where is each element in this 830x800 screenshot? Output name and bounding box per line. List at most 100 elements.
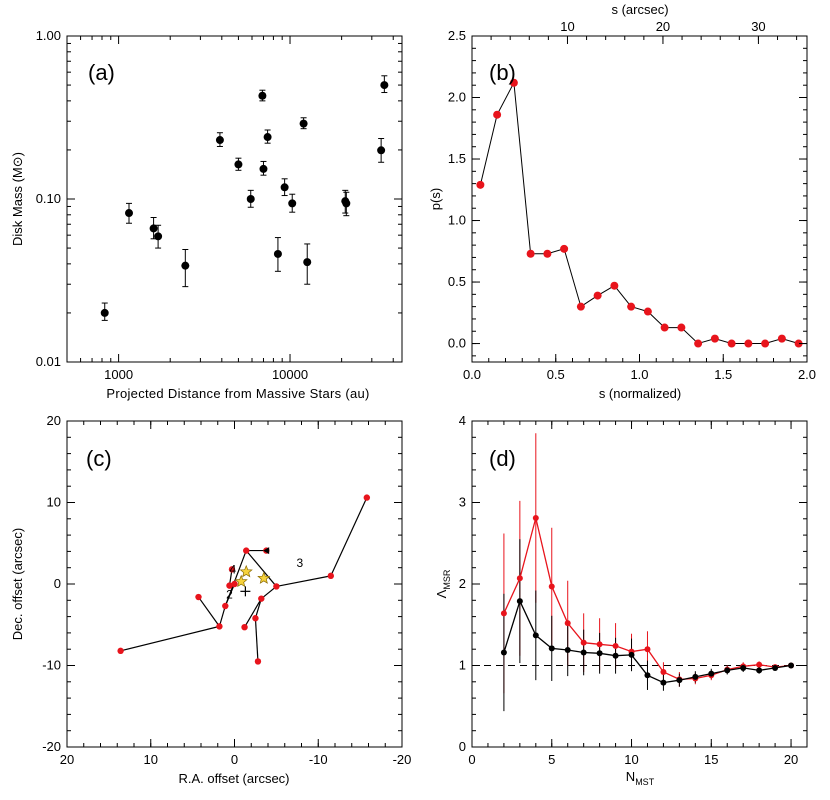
y-tick-label: 0.10 (36, 191, 61, 206)
data-point (259, 164, 268, 173)
group-annotation: 4 (229, 562, 236, 576)
mst-edge (276, 575, 331, 588)
x-tick-label: 1000 (104, 367, 133, 382)
black-data-point (596, 650, 603, 657)
data-point (677, 323, 686, 332)
mst-edge (120, 625, 220, 652)
panel-d-frame (471, 420, 808, 748)
source-point (363, 494, 371, 501)
black-data-point (724, 667, 731, 674)
data-point (610, 281, 619, 290)
source-point (228, 566, 236, 573)
data-point (215, 136, 224, 145)
mst-edge (218, 605, 226, 627)
data-point (234, 160, 243, 169)
black-data-point (628, 651, 635, 658)
x-tick-label: -10 (309, 752, 328, 767)
x-tick-label: 5 (548, 752, 555, 767)
source-point (216, 623, 223, 630)
source-point (231, 580, 238, 588)
black-data-point (548, 645, 555, 652)
x-tick-label: 1.5 (714, 367, 732, 382)
source-point (258, 595, 265, 602)
data-point (710, 334, 719, 343)
panel-a-marks (100, 75, 389, 321)
panel-c-marks: 3 4 2 (117, 494, 371, 665)
panel-b-marks (476, 78, 803, 348)
series-line (479, 80, 799, 345)
y-tick-label: 1.5 (448, 151, 466, 166)
massive-star (257, 571, 271, 584)
red-data-point (644, 646, 651, 653)
panel-c-xlabel: R.A. offset (arcsec) (178, 771, 289, 786)
data-point (125, 209, 134, 218)
data-point (627, 302, 636, 311)
data-point (273, 249, 282, 258)
panel-d-marks (472, 433, 807, 712)
black-data-point (644, 672, 651, 679)
x-tick-label: 0.5 (547, 367, 565, 382)
data-point (744, 339, 753, 348)
red-data-point (612, 642, 619, 649)
x-tick-label: 10 (624, 752, 638, 767)
panel-b-xlabel: s (normalized) (599, 386, 681, 401)
data-point (280, 183, 289, 192)
data-point (509, 78, 518, 87)
group-annotation: 2 (226, 588, 233, 602)
red-data-point (596, 641, 603, 648)
source-point (195, 593, 202, 601)
source-point (254, 658, 262, 665)
panel-a-frame (66, 35, 403, 363)
group-annotation: 3 (296, 556, 303, 570)
black-data-point (772, 664, 779, 671)
mst-edge (244, 598, 262, 628)
data-point (258, 91, 267, 100)
data-point (154, 232, 163, 241)
data-point (660, 323, 669, 332)
data-point (794, 339, 803, 348)
x-tick-label: 1.0 (630, 367, 648, 382)
y-tick-label: 20 (47, 413, 61, 428)
panel-c-ylabel: Dec. offset (arcsec) (10, 528, 25, 640)
x-tick-label: 0 (231, 752, 238, 767)
red-data-point (500, 610, 507, 617)
black-data-point (676, 677, 683, 684)
data-point (246, 195, 255, 203)
black-data-point (516, 598, 523, 605)
black-data-point (532, 632, 539, 639)
y-tick-label: 4 (459, 413, 466, 428)
data-point (100, 308, 109, 317)
panel-b-frame (471, 35, 808, 363)
black-data-point (692, 673, 699, 680)
panel-d: 0 5 10 15 20 0 1 2 3 4 (d) NMST ΛMSR (434, 413, 808, 787)
red-data-point (660, 669, 667, 676)
y-tick-label: 0 (459, 739, 466, 754)
x-tick-label: 20 (784, 752, 798, 767)
y-tick-label: 0.01 (36, 354, 61, 369)
x-tick-label: 0.0 (463, 367, 481, 382)
x-tick-label: 15 (704, 752, 718, 767)
data-point (543, 249, 552, 258)
data-point (303, 258, 312, 267)
data-point (263, 133, 272, 142)
source-point (226, 582, 233, 589)
data-point (149, 224, 158, 233)
red-data-point (580, 639, 587, 646)
panel-a-ylabel: Disk Mass (M⊙) (10, 152, 25, 246)
massive-star (239, 564, 253, 578)
panel-d-ylabel: ΛMSR (434, 569, 452, 598)
triangle-marker (263, 547, 270, 555)
data-point (593, 291, 602, 300)
mst-edge (330, 497, 368, 577)
y-tick-label: 2.5 (448, 28, 466, 43)
panel-c-label: (c) (86, 446, 112, 471)
red-data-point (516, 575, 523, 582)
y-tick-label: 10 (47, 495, 61, 510)
panel-a-label: (a) (88, 60, 115, 85)
top-x-tick-label: 10 (560, 19, 574, 34)
source-point (273, 583, 280, 590)
x-tick-label: -20 (393, 752, 412, 767)
red-data-point (756, 661, 763, 668)
y-tick-label: 1.0 (448, 213, 466, 228)
